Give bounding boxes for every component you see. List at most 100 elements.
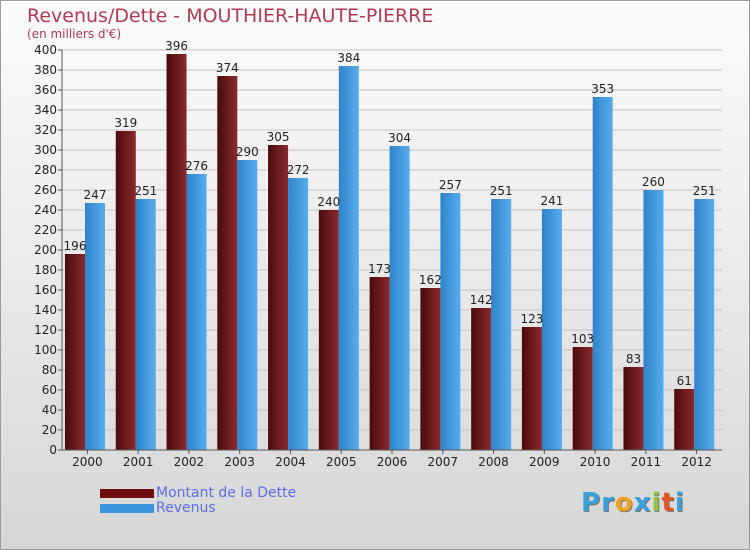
y-tick-label: 280 <box>34 163 57 177</box>
data-label-dette: 162 <box>419 273 442 287</box>
data-label-revenus: 304 <box>388 131 411 145</box>
y-tick-label: 60 <box>42 383 57 397</box>
y-tick-label: 380 <box>34 63 57 77</box>
data-label-dette: 396 <box>165 39 188 53</box>
logo-letter: i <box>651 488 662 518</box>
data-label-revenus: 241 <box>540 194 563 208</box>
y-tick-label: 40 <box>42 403 57 417</box>
legend-swatch-dette <box>100 489 154 498</box>
legend-swatch-revenus <box>100 504 154 513</box>
y-tick-label: 180 <box>34 263 57 277</box>
data-label-revenus: 247 <box>84 188 107 202</box>
logo-letter: P <box>581 488 602 518</box>
x-tick-label: 2005 <box>326 455 357 469</box>
data-label-revenus: 257 <box>439 178 462 192</box>
logo-letter: i <box>674 488 685 518</box>
x-tick-label: 2012 <box>681 455 712 469</box>
proxiti-logo: Proxiti <box>581 488 685 518</box>
bar-revenus <box>85 203 105 450</box>
data-label-dette: 142 <box>470 293 493 307</box>
y-tick-label: 140 <box>34 303 57 317</box>
bar-dette <box>217 76 238 450</box>
y-tick-label: 0 <box>49 443 57 457</box>
y-tick-label: 340 <box>34 103 57 117</box>
x-tick-label: 2010 <box>580 455 611 469</box>
bar-revenus <box>440 193 461 450</box>
bar-dette <box>521 327 542 450</box>
y-tick-label: 200 <box>34 243 57 257</box>
data-label-revenus: 384 <box>337 51 360 65</box>
x-tick-label: 2007 <box>427 455 458 469</box>
y-tick-label: 400 <box>34 43 57 57</box>
bar-revenus <box>643 190 664 450</box>
data-label-dette: 240 <box>317 195 340 209</box>
bar-revenus <box>186 174 207 450</box>
data-label-revenus: 272 <box>287 163 310 177</box>
bar-revenus <box>491 199 512 450</box>
legend-label-revenus: Revenus <box>156 500 216 516</box>
x-tick-label: 2009 <box>529 455 560 469</box>
y-tick-label: 360 <box>34 83 57 97</box>
logo-letter: o <box>614 488 634 518</box>
y-tick-label: 120 <box>34 323 57 337</box>
y-tick-label: 260 <box>34 183 57 197</box>
bar-revenus <box>237 160 258 450</box>
data-label-revenus: 260 <box>642 175 665 189</box>
data-label-dette: 305 <box>267 130 290 144</box>
data-label-dette: 173 <box>368 262 391 276</box>
y-tick-label: 100 <box>34 343 57 357</box>
y-tick-label: 320 <box>34 123 57 137</box>
data-label-revenus: 251 <box>490 184 513 198</box>
data-label-revenus: 251 <box>134 184 157 198</box>
y-tick-label: 240 <box>34 203 57 217</box>
x-tick-label: 2011 <box>631 455 662 469</box>
data-label-revenus: 290 <box>236 145 259 159</box>
bar-dette <box>674 389 695 450</box>
x-tick-label: 2003 <box>224 455 255 469</box>
logo-letter: r <box>601 488 615 518</box>
x-tick-label: 2001 <box>123 455 154 469</box>
y-tick-label: 80 <box>42 363 57 377</box>
x-tick-label: 2000 <box>72 455 103 469</box>
bar-dette <box>420 288 441 450</box>
data-label-dette: 374 <box>216 61 239 75</box>
data-label-dette: 83 <box>626 352 641 366</box>
bar-revenus <box>389 146 410 450</box>
bar-dette <box>268 145 289 450</box>
data-label-revenus: 276 <box>185 159 208 173</box>
chart-title: Revenus/Dette - MOUTHIER-HAUTE-PIERRE <box>27 5 434 27</box>
bar-dette <box>572 347 593 450</box>
y-tick-label: 300 <box>34 143 57 157</box>
data-label-dette: 319 <box>114 116 137 130</box>
x-tick-label: 2004 <box>275 455 306 469</box>
logo-letter: t <box>661 488 675 518</box>
x-tick-label: 2008 <box>478 455 509 469</box>
chart-subtitle: (en milliers d'€) <box>27 27 122 41</box>
data-label-dette: 123 <box>520 312 543 326</box>
bar-dette <box>115 131 136 450</box>
bar-dette <box>318 210 339 450</box>
data-label-dette: 61 <box>677 374 692 388</box>
data-label-dette: 103 <box>571 332 594 346</box>
bar-revenus <box>592 97 613 450</box>
bar-dette <box>623 367 644 450</box>
x-tick-label: 2002 <box>174 455 205 469</box>
logo-letter: x <box>633 488 652 518</box>
data-label-dette: 196 <box>64 239 87 253</box>
data-label-revenus: 251 <box>693 184 716 198</box>
bar-dette <box>369 277 390 450</box>
bar-dette <box>65 254 85 450</box>
bar-dette <box>166 54 187 450</box>
y-tick-label: 220 <box>34 223 57 237</box>
bar-revenus <box>288 178 309 450</box>
bar-revenus <box>694 199 715 450</box>
y-tick-label: 20 <box>42 423 57 437</box>
legend-label-dette: Montant de la Dette <box>156 485 297 501</box>
bar-revenus <box>541 209 562 450</box>
data-label-revenus: 353 <box>591 82 614 96</box>
x-tick-label: 2006 <box>377 455 408 469</box>
y-tick-label: 160 <box>34 283 57 297</box>
bar-revenus <box>338 66 359 450</box>
bar-revenus <box>135 199 156 450</box>
